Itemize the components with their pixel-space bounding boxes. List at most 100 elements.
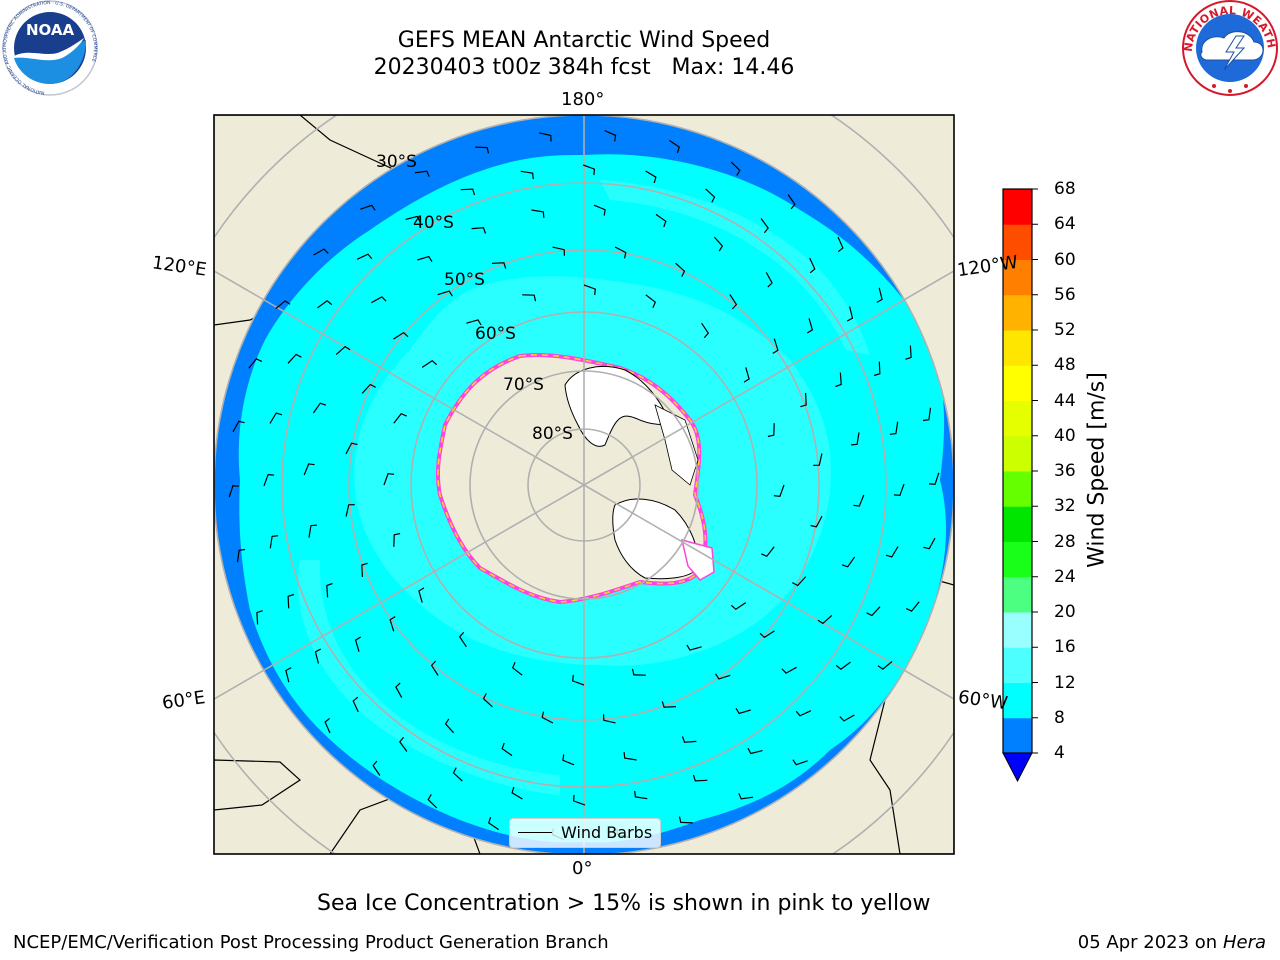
colorbar-tick-label: 16 xyxy=(1054,637,1076,658)
weddell-sea-ice-free xyxy=(612,498,699,580)
colorbar-segment xyxy=(1003,365,1032,401)
wind-speed-12-16-band xyxy=(600,180,870,355)
wind-barb xyxy=(835,661,851,670)
colorbar-tick-label: 24 xyxy=(1054,566,1076,587)
wind-barb xyxy=(614,246,627,259)
wind-barb xyxy=(729,294,738,310)
wind-barb xyxy=(604,130,617,142)
wind-barb xyxy=(466,319,482,326)
wind-barb xyxy=(876,287,883,303)
wind-barb xyxy=(285,667,292,683)
colorbar-segment xyxy=(1003,259,1032,296)
wind-barb xyxy=(853,494,865,507)
wind-barb xyxy=(655,213,667,228)
colorbar-tick-label: 44 xyxy=(1054,390,1076,411)
wind-barb xyxy=(418,587,425,603)
colorbar-tick-label: 28 xyxy=(1054,531,1076,552)
wind-barb xyxy=(772,338,779,354)
wind-barb xyxy=(730,161,741,176)
wind-barb xyxy=(460,188,476,196)
wind-barb xyxy=(511,662,523,676)
wind-barb xyxy=(287,593,295,609)
wind-barb xyxy=(839,714,855,722)
wind-barb xyxy=(326,582,333,598)
wind-barb xyxy=(905,345,912,360)
svg-text:NATIONAL OCEANIC AND ATMOSPHER: NATIONAL OCEANIC AND ATMOSPHERIC ADMINIS… xyxy=(2,0,98,96)
lat-label-50s: 50°S xyxy=(444,270,485,290)
colorbar-tick-label: 64 xyxy=(1054,214,1076,235)
wind-barb xyxy=(405,215,421,223)
wind-barb xyxy=(395,682,403,698)
wind-barb xyxy=(747,747,763,755)
wind-barb xyxy=(846,306,854,322)
colorbar-tick-label: 52 xyxy=(1054,320,1076,340)
lat-label-60s: 60°S xyxy=(475,324,516,344)
colorbar-segment xyxy=(1003,189,1032,225)
wind-barb xyxy=(817,614,833,625)
wind-barb xyxy=(572,674,585,686)
legend-label: Wind Barbs xyxy=(561,823,653,842)
wind-barb xyxy=(893,483,905,497)
meridian-60w xyxy=(583,484,954,700)
wind-barb xyxy=(562,754,575,766)
wind-barb xyxy=(303,463,315,476)
wind-barb xyxy=(715,673,731,680)
map-legend: Wind Barbs xyxy=(509,818,661,848)
wind-barb xyxy=(678,816,693,824)
lat-label-70s: 70°S xyxy=(503,375,544,395)
wind-barb xyxy=(792,759,808,766)
colorbar-tick-label: 48 xyxy=(1054,355,1076,376)
wind-barb xyxy=(269,535,279,549)
colorbar-tick-label: 36 xyxy=(1054,461,1076,481)
wind-barb xyxy=(929,472,940,485)
wind-barb xyxy=(414,170,430,177)
lat-label-40s: 40°S xyxy=(413,213,454,233)
wind-barb xyxy=(399,736,408,752)
colorbar-tick-label: 20 xyxy=(1054,602,1076,622)
wind-barb xyxy=(759,630,775,639)
wind-barb xyxy=(866,606,881,617)
wind-barb xyxy=(809,257,816,274)
legend-barb-line xyxy=(518,832,552,833)
wind-barb xyxy=(324,717,331,734)
wind-barb xyxy=(792,576,807,587)
wind-barb xyxy=(228,485,239,498)
lat-label-30s: 30°S xyxy=(376,152,417,172)
colorbar xyxy=(1002,188,1038,783)
lat-label-80s: 80°S xyxy=(532,424,573,444)
wind-barb xyxy=(634,790,648,800)
wind-barb xyxy=(360,204,376,211)
wind-barb xyxy=(835,372,842,388)
wind-barbs-layer xyxy=(228,130,940,840)
wind-barb xyxy=(471,227,487,234)
wind-barb xyxy=(287,353,302,364)
wind-barb xyxy=(430,660,439,676)
antarctic-peninsula-ice xyxy=(680,538,715,581)
wind-barb xyxy=(923,537,936,550)
wind-barb xyxy=(531,209,545,218)
wind-barb xyxy=(393,412,407,424)
wind-barb xyxy=(645,294,657,308)
wind-barb xyxy=(421,359,438,368)
wind-barb xyxy=(356,253,373,260)
wind-barb xyxy=(743,367,750,383)
wind-barb xyxy=(361,383,376,394)
ross-shelf-ice-free xyxy=(654,404,699,486)
wind-barb xyxy=(487,817,500,831)
colorbar-segment xyxy=(1003,541,1032,578)
colorbar-segment xyxy=(1003,224,1032,260)
wind-barb xyxy=(275,300,291,310)
wind-barb xyxy=(482,693,493,708)
wind-barb xyxy=(905,601,920,612)
wind-barb xyxy=(352,696,359,713)
colorbar-segment xyxy=(1003,647,1032,683)
wind-barb xyxy=(345,504,355,517)
wind-barb xyxy=(675,262,686,277)
colorbar-segment xyxy=(1003,435,1032,472)
sea-ice-note: Sea Ice Concentration > 15% is shown in … xyxy=(317,891,931,916)
wind-barb xyxy=(236,548,246,563)
wind-barb xyxy=(765,272,773,288)
wind-barb xyxy=(313,248,329,256)
colorbar-segment xyxy=(1003,506,1032,542)
wind-barb xyxy=(705,188,716,203)
